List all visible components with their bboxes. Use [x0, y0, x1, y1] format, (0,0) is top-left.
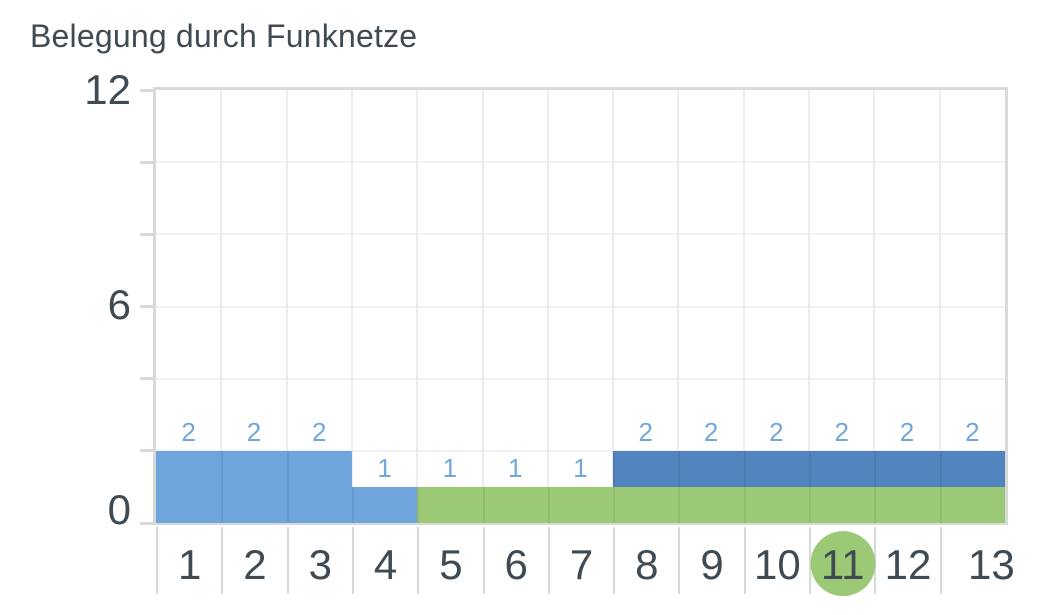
gridline-horizontal: [156, 305, 1005, 308]
bar-value-label: 2: [965, 416, 980, 447]
x-axis-label: 11: [820, 540, 865, 588]
bar-segment-green: [874, 486, 940, 523]
x-axis-label: 2: [243, 540, 267, 588]
bar-segment-green: [417, 486, 483, 523]
bar-segment-dark-blue: [874, 450, 940, 487]
x-axis-label-cell: 6: [482, 527, 548, 594]
bar-segment-light-blue: [221, 450, 287, 523]
bar-segment-light-blue: [156, 450, 222, 523]
x-axis-label-cell: 9: [678, 527, 743, 594]
bar-value-label: 2: [769, 416, 784, 447]
bar-segment-light-blue: [286, 450, 352, 523]
gridline-horizontal: [156, 233, 1005, 236]
chart-title: Belegung durch Funknetze: [30, 18, 418, 54]
bar-value-label: 2: [834, 416, 849, 447]
bar-value-label: 2: [181, 416, 196, 447]
gridline-vertical: [481, 90, 484, 523]
y-axis-label: 0: [107, 486, 131, 533]
bar-segment-green: [482, 486, 548, 523]
gridline-horizontal: [156, 161, 1005, 164]
x-axis-label: 8: [635, 540, 659, 588]
bar-segment-dark-blue: [809, 450, 875, 487]
x-axis-label-cell: 2: [221, 527, 286, 594]
bar-value-label: 2: [312, 416, 327, 447]
bar-segment-dark-blue: [678, 450, 744, 487]
bar-value-label: 1: [442, 452, 458, 483]
bar-value-label: 1: [377, 452, 392, 483]
x-axis-label-cell: 10: [743, 527, 809, 594]
x-axis-label-cell: 5: [417, 527, 482, 594]
bar-segment-dark-blue: [939, 450, 1005, 487]
x-axis-label: 1: [177, 540, 202, 588]
x-axis: 1 2 3 4 5 6 7 8 9 10 11 12 13: [153, 527, 1041, 596]
y-axis-tick: [140, 377, 153, 381]
gridline-vertical: [546, 90, 549, 523]
y-axis-tick: [140, 521, 153, 525]
x-axis-label-cell: 12: [874, 527, 939, 594]
gridline-vertical: [742, 90, 745, 523]
x-axis-label-cell: 8: [613, 527, 678, 594]
y-axis-tick: [140, 88, 153, 92]
gridline-vertical: [350, 90, 353, 523]
gridline-horizontal: [156, 377, 1005, 380]
plot-area: 2 2 2 1 1 1 1 2 2 2 2 2 2: [156, 90, 1005, 523]
x-axis-label: 12: [884, 540, 932, 588]
selected-channel-highlight: [810, 530, 876, 596]
y-axis-tick: [140, 449, 153, 453]
x-axis-label: 13: [967, 540, 1015, 588]
gridline-vertical: [612, 90, 615, 523]
bar-segment-green: [809, 486, 875, 523]
bar-value-label: 1: [507, 452, 523, 483]
bar-segment-green: [743, 486, 810, 523]
x-axis-label: 9: [700, 540, 724, 588]
bar-segment-green: [939, 486, 1005, 523]
x-axis-label-cell: 3: [286, 527, 352, 594]
y-axis: 12 6 0: [0, 0, 131, 615]
x-axis-label: 7: [569, 540, 594, 588]
x-axis-label-cell: 7: [547, 527, 613, 594]
bar-value-label: 2: [703, 416, 719, 447]
bar-value-label: 1: [573, 452, 588, 483]
bar-segment-light-blue: [351, 486, 418, 523]
bar-value-label: 2: [638, 416, 654, 447]
x-axis-label: 4: [373, 540, 398, 588]
gridline-vertical: [220, 90, 223, 523]
x-axis-label: 10: [754, 540, 801, 588]
x-axis-label: 6: [504, 540, 528, 588]
bar-segment-green: [678, 486, 744, 523]
bar-value-label: 2: [899, 416, 915, 447]
y-axis-label: 6: [107, 281, 131, 328]
bar-segment-green: [613, 486, 679, 523]
x-axis-label-cell: 1: [156, 527, 221, 594]
y-axis-tick: [140, 160, 153, 164]
x-axis-label-cell: 11: [809, 527, 876, 596]
bar-segment-dark-blue: [743, 450, 810, 487]
x-axis-label-cell: 13: [939, 527, 1041, 594]
y-axis-label: 12: [84, 66, 131, 113]
bar-segment-dark-blue: [613, 450, 679, 487]
x-axis-label: 5: [439, 540, 463, 588]
gridline-vertical: [873, 90, 876, 523]
gridline-horizontal: [156, 449, 1005, 452]
y-axis-tick: [140, 305, 153, 308]
x-axis-label: 3: [308, 540, 332, 588]
gridline-vertical: [285, 90, 288, 523]
gridline-vertical: [808, 90, 811, 523]
bar-value-label: 2: [246, 416, 262, 447]
x-axis-label-cell: 4: [351, 527, 417, 594]
gridline-vertical: [938, 90, 941, 523]
gridline-vertical: [677, 90, 680, 523]
gridline-vertical: [416, 90, 419, 523]
y-axis-tick: [140, 232, 153, 236]
bar-segment-green: [547, 486, 614, 523]
